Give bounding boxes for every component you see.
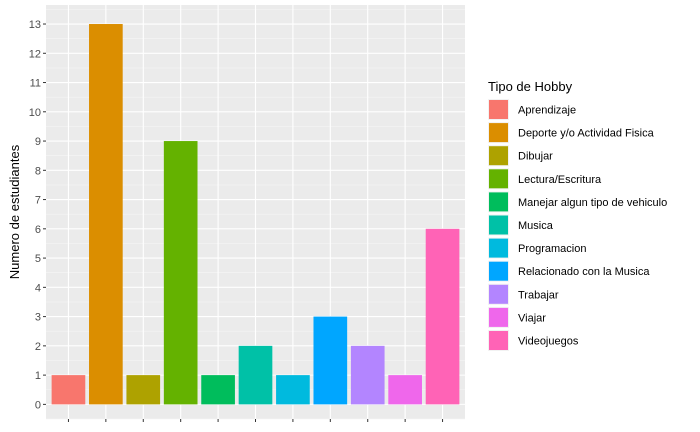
y-tick-label: 3 bbox=[35, 312, 41, 324]
legend-label: Dibujar bbox=[518, 151, 553, 163]
y-tick-label: 13 bbox=[29, 19, 41, 31]
y-tick-label: 11 bbox=[30, 78, 41, 90]
legend-swatch bbox=[489, 146, 508, 166]
y-axis-title: Numero de estudiantes bbox=[7, 144, 22, 279]
bar bbox=[163, 141, 198, 405]
bar bbox=[126, 375, 161, 405]
y-tick-label: 0 bbox=[35, 399, 41, 411]
legend-swatch bbox=[489, 238, 508, 258]
y-tick-label: 9 bbox=[35, 136, 41, 148]
legend-label: Trabajar bbox=[518, 289, 559, 301]
y-tick-label: 6 bbox=[35, 224, 41, 236]
y-tick-label: 10 bbox=[29, 107, 41, 119]
legend-title: Tipo de Hobby bbox=[488, 79, 573, 94]
legend-label: Videojuegos bbox=[518, 336, 579, 348]
legend-swatch bbox=[489, 331, 508, 350]
y-tick-label: 2 bbox=[35, 341, 41, 353]
legend-label: Deporte y/o Actividad Fisica bbox=[518, 128, 655, 140]
bar bbox=[425, 228, 460, 405]
bar bbox=[89, 24, 123, 405]
legend-label: Aprendizaje bbox=[518, 105, 576, 117]
legend-swatch bbox=[489, 261, 508, 281]
bars-group bbox=[51, 24, 460, 405]
legend-swatch bbox=[489, 215, 508, 235]
legend-label: Manejar algun tipo de vehiculo bbox=[518, 197, 667, 209]
legend-swatch bbox=[489, 307, 508, 327]
legend-swatch bbox=[489, 192, 508, 212]
legend-label: Relacionado con la Musica bbox=[518, 266, 650, 278]
bar bbox=[201, 375, 235, 405]
bar bbox=[51, 375, 86, 405]
legend: Tipo de Hobby Aprendizaje Deporte y/o Act… bbox=[488, 79, 667, 351]
legend-swatch bbox=[489, 123, 508, 143]
legend-label: Programacion bbox=[518, 243, 586, 255]
y-tick-label: 8 bbox=[35, 165, 41, 177]
legend-swatch bbox=[489, 100, 508, 119]
bar bbox=[238, 345, 273, 405]
bar bbox=[276, 375, 310, 405]
x-axis bbox=[67, 419, 444, 422]
legend-label: Musica bbox=[518, 220, 554, 232]
legend-label: Lectura/Escritura bbox=[518, 174, 602, 186]
bar bbox=[350, 345, 385, 405]
legend-swatch bbox=[489, 169, 508, 189]
bar bbox=[388, 375, 422, 405]
legend-swatch bbox=[489, 284, 508, 304]
y-tick-label: 5 bbox=[35, 253, 41, 265]
y-tick-label: 7 bbox=[35, 195, 41, 207]
y-tick-label: 1 bbox=[35, 370, 41, 382]
legend-label: Viajar bbox=[518, 312, 546, 324]
y-tick-label: 12 bbox=[29, 48, 41, 60]
y-tick-label: 4 bbox=[35, 282, 41, 294]
bar bbox=[313, 316, 348, 405]
